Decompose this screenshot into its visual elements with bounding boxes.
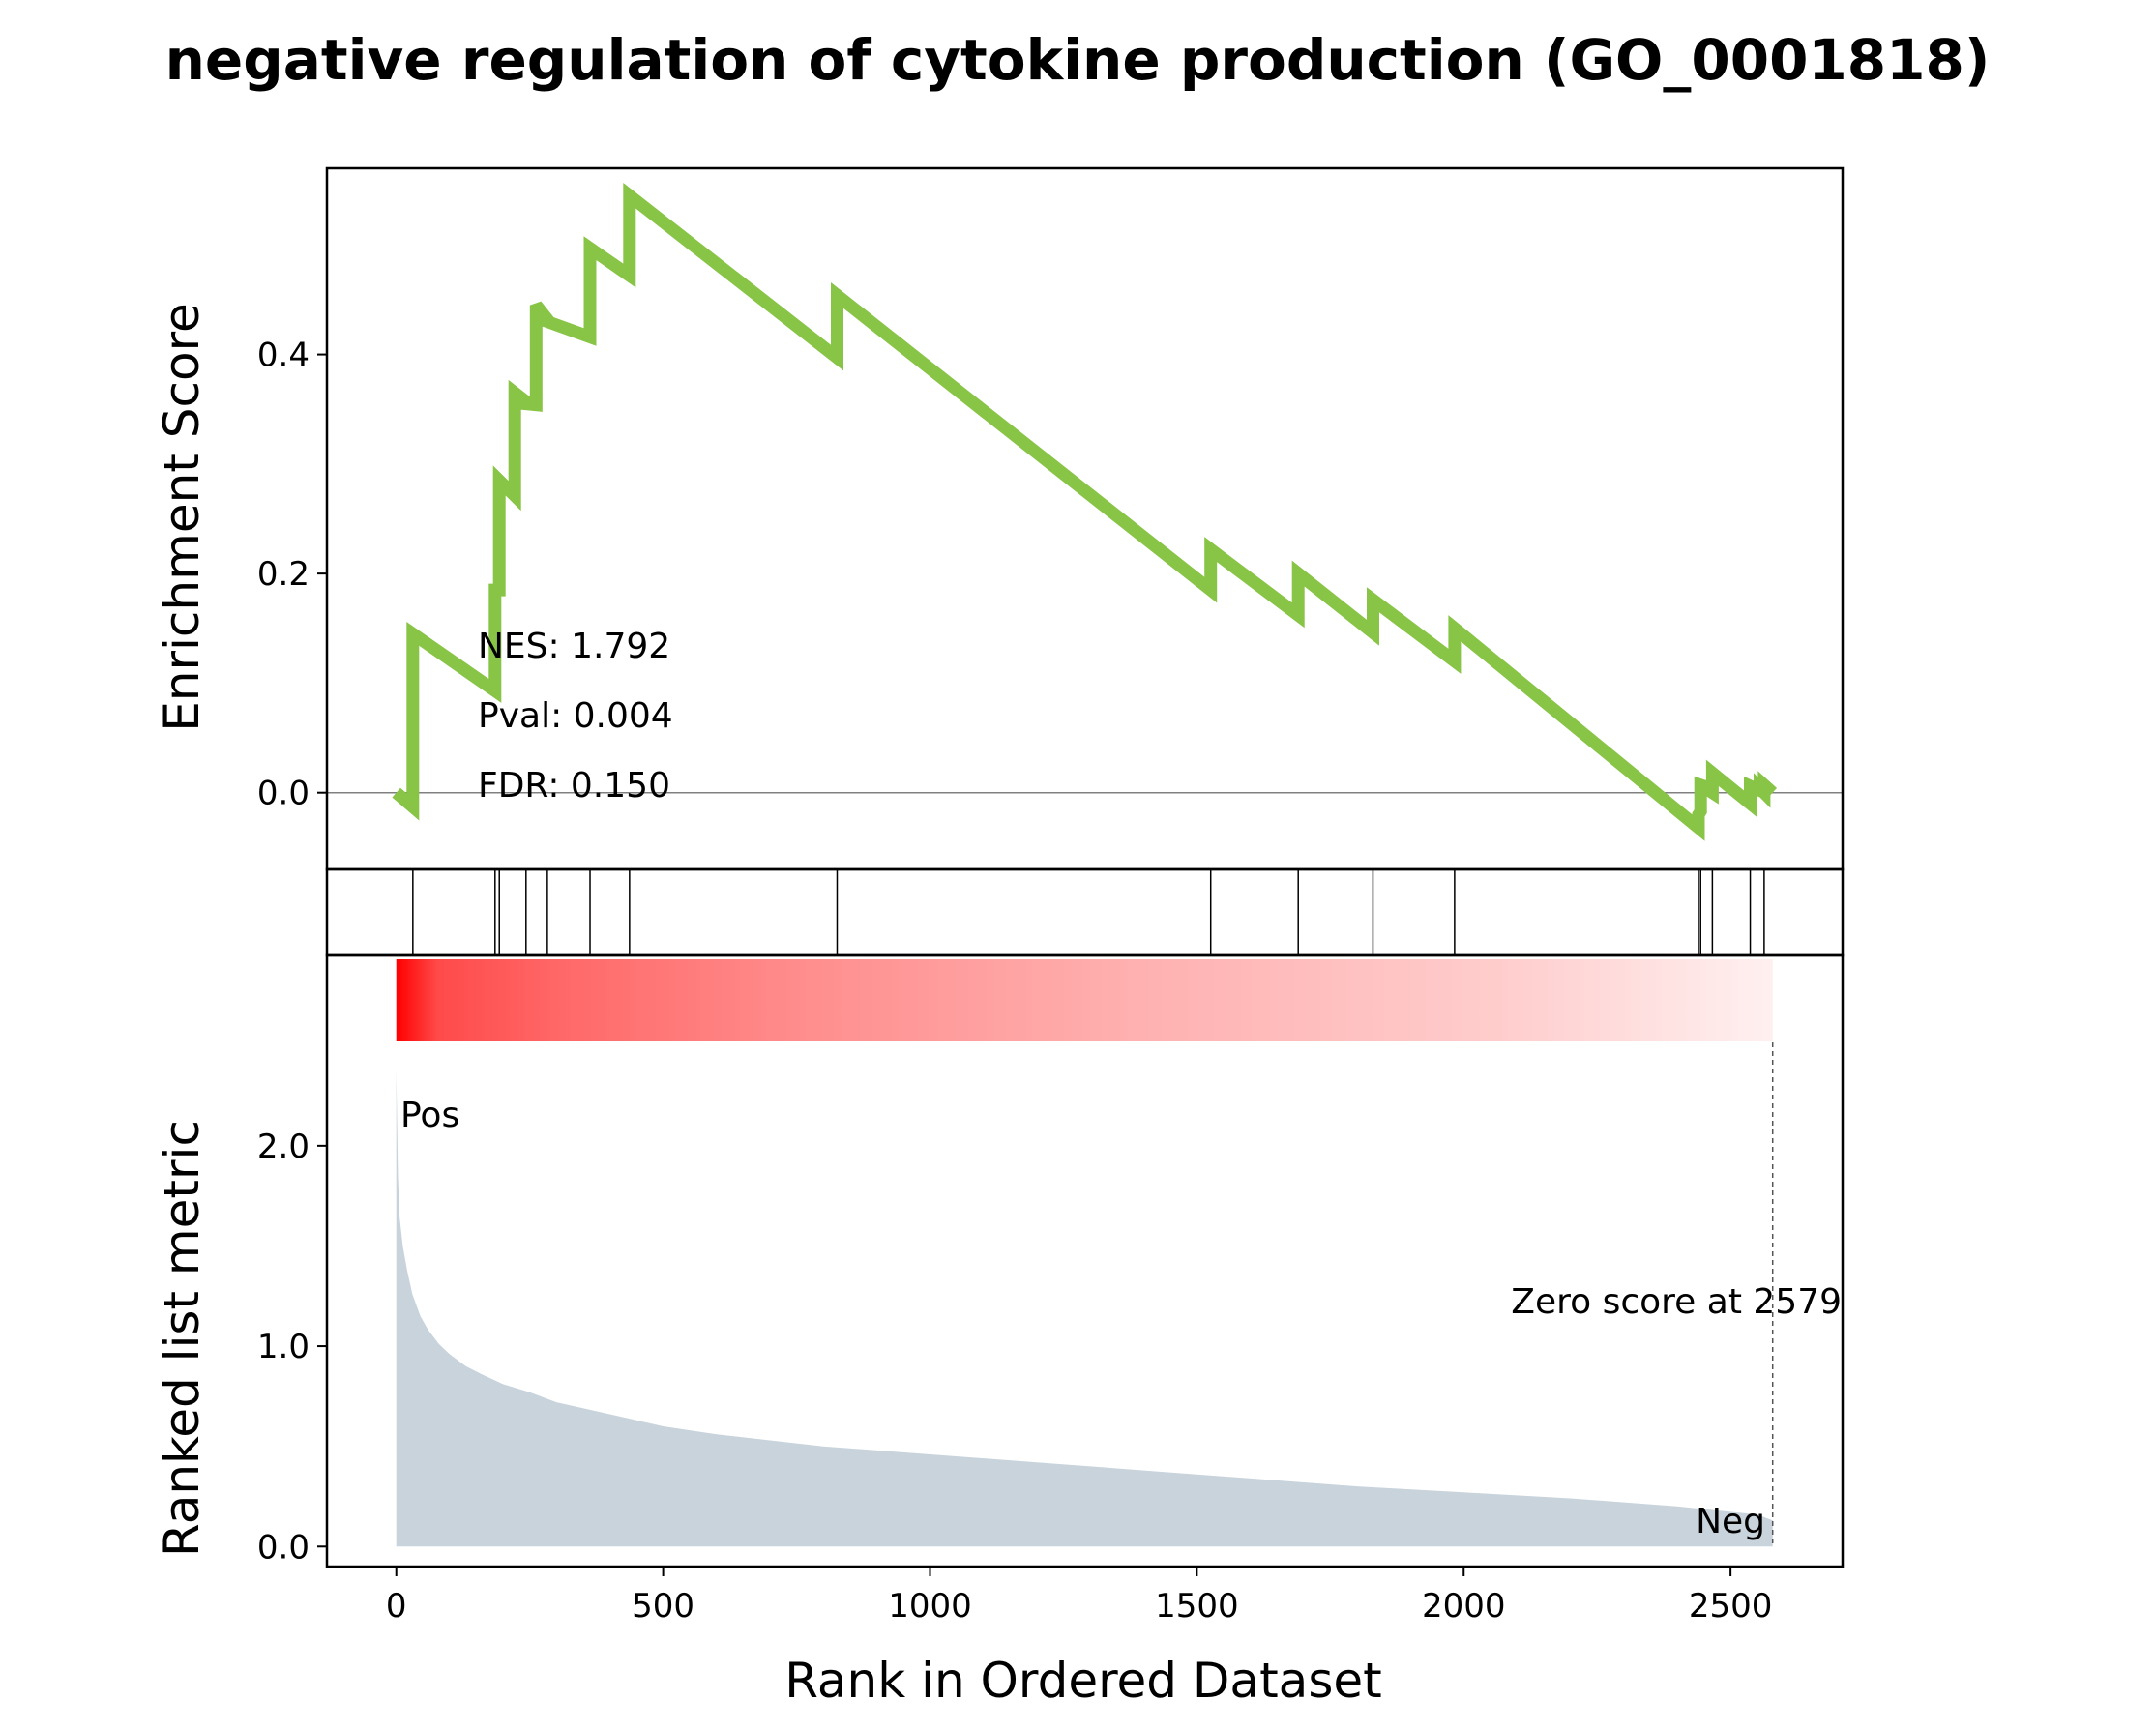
metric-panel: 0.0 1.0 2.0 Pos Neg Zero score at 2579 Ran…: [154, 953, 1845, 1568]
fdr-text: FDR: 0.150: [478, 766, 670, 806]
metric-y-tick-label: 1.0: [257, 1328, 310, 1366]
x-tick-label: 0: [386, 1587, 407, 1626]
es-y-tick-label: 0.4: [257, 337, 310, 375]
pos-label: Pos: [400, 1096, 459, 1135]
metric-frame: [325, 953, 1845, 1568]
enrichment-panel: 0.0 0.2 0.4 NES: 1.792 Pval: 0.004 FDR: 0.…: [154, 166, 1845, 871]
es-y-axis-label: Enrichment Score: [154, 303, 210, 732]
es-line: [392, 182, 1778, 841]
nes-text: NES: 1.792: [478, 627, 670, 666]
metric-area: [396, 1070, 1773, 1547]
es-y-tick-label: 0.2: [257, 555, 310, 594]
hits-frame: [325, 867, 1845, 957]
hit-markers: [412, 869, 1765, 955]
es-y-tick-label: 0.0: [257, 775, 310, 813]
metric-y-tick-label: 2.0: [257, 1128, 310, 1166]
x-tick-label: 1000: [888, 1587, 972, 1626]
metric-y-tick-label: 0.0: [257, 1528, 310, 1567]
x-tick-label: 2500: [1689, 1587, 1773, 1626]
x-tick-label: 1500: [1155, 1587, 1239, 1626]
pval-text: Pval: 0.004: [478, 696, 673, 736]
chart-title: negative regulation of cytokine producti…: [165, 27, 1991, 93]
metric-y-ticks: 0.0 1.0 2.0: [257, 1128, 327, 1567]
zero-score-text: Zero score at 2579: [1511, 1282, 1842, 1322]
metric-y-axis-label: Ranked list metric: [154, 1120, 210, 1557]
x-tick-label: 2000: [1422, 1587, 1506, 1626]
x-axis-label: Rank in Ordered Dataset: [784, 1653, 1381, 1709]
x-tick-label: 500: [632, 1587, 694, 1626]
es-y-ticks: 0.0 0.2 0.4: [257, 337, 327, 813]
hits-panel: [325, 867, 1845, 957]
rank-heatmap-bar: [396, 959, 1773, 1041]
x-ticks: 0 500 1000 1500 2000 2500: [386, 1567, 1772, 1626]
neg-label: Neg: [1696, 1502, 1765, 1541]
